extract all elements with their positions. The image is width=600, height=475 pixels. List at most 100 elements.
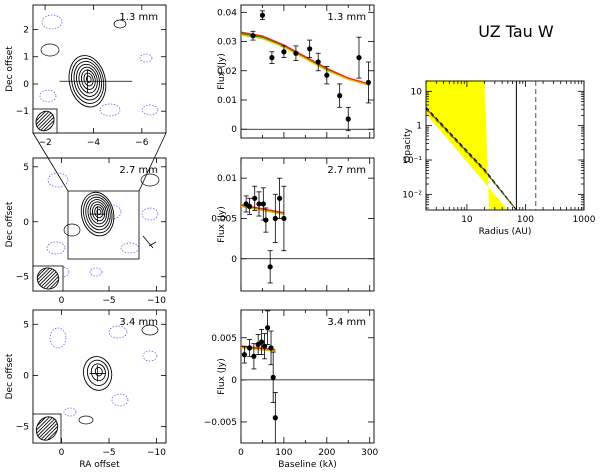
contour-panel: 3.4 mm Dec offset RA offset 0 −5 −10 −5 0 5 — [5, 309, 167, 470]
data-point — [293, 50, 299, 56]
y-axis-label: Dec offset — [5, 46, 15, 92]
model-curve — [241, 34, 370, 87]
data-point — [241, 352, 248, 358]
visibility-panel: 1.3 mm Flux (Jy) 0 0.01 0.02 0.03 0.04 — [217, 4, 375, 139]
noise-contour — [46, 241, 66, 255]
panel-label: 2.7 mm — [327, 165, 366, 176]
zoom-region — [67, 190, 140, 260]
data-point — [307, 46, 313, 52]
y-tick-label: 5 — [23, 320, 29, 330]
data-point — [272, 415, 278, 421]
y-tick-label: 0.005 — [211, 334, 237, 344]
x-tick-label: −2 — [38, 138, 51, 148]
y-tick-label: 5 — [23, 163, 29, 173]
data-point — [337, 93, 343, 99]
source-contour — [78, 66, 98, 94]
noise-contour — [142, 350, 158, 362]
source-contour — [85, 196, 111, 231]
beam-ellipse — [35, 110, 55, 132]
y-tick-label: 0.01 — [217, 96, 237, 106]
data-point — [272, 215, 278, 222]
zoom-connector-left — [32, 132, 69, 192]
opacity-panel: Opacity Radius (AU) 10 100 1000 10⁻² 10⁻¹ 1 10 — [402, 80, 596, 237]
model-curve — [241, 31, 370, 85]
y-tick-label: 1 — [416, 122, 422, 132]
panel-label: 1.3 mm — [119, 12, 158, 23]
y-tick-label: 10 — [411, 87, 423, 97]
data-point — [281, 215, 287, 222]
y-tick-label: 10⁻¹ — [402, 156, 422, 166]
companion-marker — [142, 235, 154, 249]
plot-frame — [32, 157, 167, 292]
x-tick-label: 100 — [275, 448, 292, 458]
visibility-panel: 3.4 mm Flux (Jy) Baseline (kλ) 0 100 200 300 −0… — [204, 309, 379, 470]
y-tick-label: −5 — [16, 273, 29, 283]
noise-contour — [111, 393, 129, 407]
noise-contour — [120, 242, 140, 254]
x-tick-label: 0 — [238, 448, 244, 458]
data-point — [268, 345, 274, 351]
data-point — [251, 353, 257, 359]
zoom-connector-right — [138, 132, 167, 192]
data-point — [267, 264, 273, 270]
y-tick-label: −1 — [16, 107, 29, 117]
y-tick-label: 0 — [23, 371, 29, 381]
source-contour — [96, 208, 102, 216]
noise-contour — [63, 407, 77, 417]
y-axis-label: Flux (Jy) — [217, 358, 227, 395]
faint-contour — [141, 324, 159, 336]
source-contour — [83, 72, 94, 87]
faint-contour — [40, 43, 60, 57]
x-axis-label: Baseline (kλ) — [278, 460, 337, 470]
x-tick-label: 200 — [318, 448, 335, 458]
y-tick-label: 0.03 — [217, 38, 237, 48]
data-point — [256, 201, 262, 207]
plot-frame — [240, 157, 375, 292]
faint-contour — [113, 19, 127, 29]
noise-contour — [39, 89, 57, 103]
x-axis-label: Radius (AU) — [479, 227, 532, 237]
y-tick-label: 0 — [231, 255, 237, 265]
plot-frame — [240, 309, 375, 444]
plot-frame — [425, 80, 585, 211]
opacity-curve — [426, 108, 517, 210]
x-tick-label: −6 — [135, 138, 149, 148]
x-tick-label: −4 — [87, 138, 101, 148]
noise-contour — [47, 172, 69, 188]
y-axis-label: Flux (Jy) — [217, 53, 227, 90]
y-tick-label: 0.02 — [217, 67, 237, 77]
y-tick-label: 0 — [23, 80, 29, 90]
x-axis-label: RA offset — [79, 460, 120, 470]
plot-frame — [240, 4, 375, 139]
figure-title: UZ Tau W — [478, 22, 554, 41]
y-axis-label: Flux (Jy) — [217, 206, 227, 243]
source-contour — [73, 60, 103, 101]
x-tick-label: 300 — [361, 448, 378, 458]
source-contour — [90, 363, 106, 382]
data-point — [259, 12, 266, 18]
panel-label: 1.3 mm — [327, 12, 366, 23]
contour-panel: 1.3 mm Dec offset −2 −4 −6 −1 0 1 2 — [5, 4, 167, 148]
data-point — [250, 33, 256, 39]
source-contour — [94, 366, 103, 377]
y-tick-label: 0 — [231, 125, 237, 135]
x-tick-label: 0 — [59, 296, 65, 306]
data-point — [269, 55, 275, 61]
noise-contour — [89, 267, 103, 277]
source-contour — [83, 194, 113, 234]
y-tick-label: 0.01 — [217, 174, 237, 184]
y-tick-label: −5 — [16, 423, 29, 433]
y-axis-label: Opacity — [403, 128, 413, 163]
noise-contour — [99, 103, 121, 117]
companion-marker — [148, 241, 157, 247]
noise-contour — [41, 14, 63, 30]
visibility-panel: 2.7 mm Flux (Jy) 0 0.005 0.01 — [211, 157, 375, 292]
panel-label: 3.4 mm — [119, 317, 158, 328]
noise-contour — [141, 207, 159, 221]
faint-contour — [140, 173, 160, 187]
data-point — [246, 203, 253, 209]
x-tick-label: 100 — [517, 215, 534, 225]
data-point — [263, 217, 269, 223]
source-contour — [89, 201, 107, 225]
data-point — [365, 79, 372, 86]
